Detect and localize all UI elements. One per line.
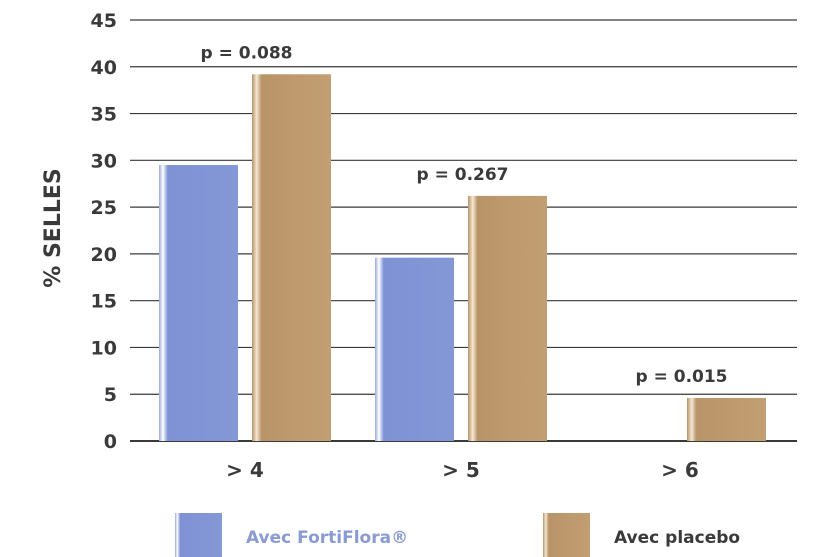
y-tick-label: 15 [91, 291, 117, 313]
y-tick-label: 35 [91, 104, 117, 126]
legend-item-placebo: Avec placebo [543, 513, 740, 557]
y-tick-label: 45 [91, 10, 117, 32]
x-category-label: > 5 [442, 458, 480, 482]
p-value-label: p = 0.015 [635, 367, 727, 387]
legend-swatch [543, 513, 590, 557]
bars [159, 74, 766, 442]
x-category-label: > 6 [661, 458, 699, 482]
y-tick-label: 10 [91, 337, 117, 359]
legend-label: Avec FortiFlora® [246, 528, 408, 548]
y-tick-label: 25 [91, 197, 117, 219]
legend-label: Avec placebo [614, 528, 740, 548]
legend: Avec FortiFlora® Avec placebo [175, 513, 740, 557]
y-tick-label: 20 [91, 244, 117, 266]
y-tick-label: 0 [104, 431, 117, 453]
p-value-label: p = 0.088 [200, 43, 292, 63]
legend-swatch [175, 513, 222, 557]
bar-placebo-5 [468, 195, 547, 441]
x-axis-categories: > 4 > 5 > 6 [226, 458, 699, 482]
y-axis-ticks: 0 5 10 15 20 25 30 35 40 45 [91, 10, 117, 453]
p-value-label: p = 0.267 [416, 165, 508, 185]
grid-lines [130, 19, 797, 442]
y-axis-label: % SELLES [41, 168, 66, 288]
y-tick-label: 40 [91, 57, 117, 79]
bar-placebo-4 [252, 74, 331, 442]
p-value-annotations: p = 0.088 p = 0.267 p = 0.015 [200, 43, 727, 387]
x-category-label: > 4 [226, 458, 264, 482]
bar-placebo-6 [687, 397, 766, 441]
bar-fortiflora-4 [159, 165, 238, 441]
bar-fortiflora-5 [375, 257, 454, 441]
y-tick-label: 30 [91, 150, 117, 172]
y-tick-label: 5 [104, 384, 117, 406]
legend-item-fortiflora: Avec FortiFlora® [175, 513, 408, 557]
